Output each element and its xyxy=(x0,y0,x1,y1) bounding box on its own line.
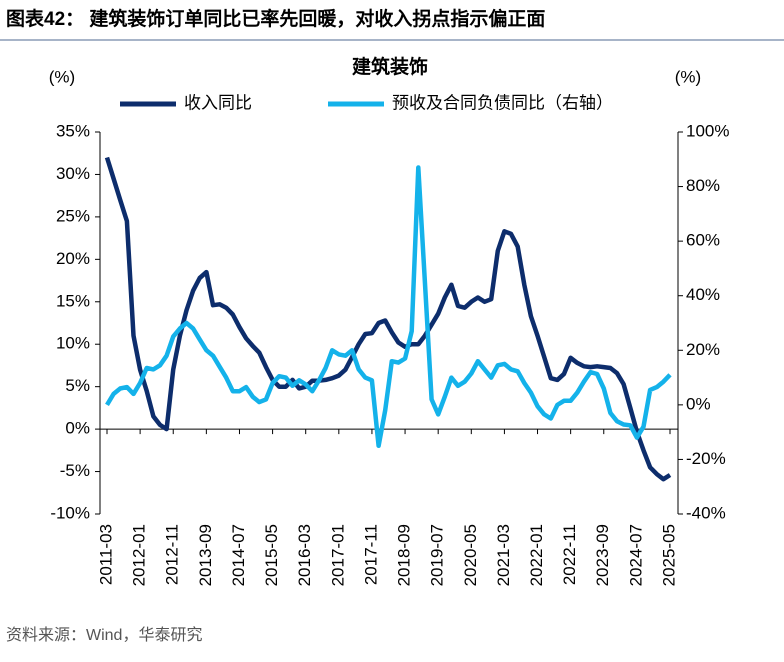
x-tick-label: 2018-09 xyxy=(395,524,414,586)
series-line xyxy=(105,165,672,449)
y2-tick-label: 100% xyxy=(686,121,729,140)
x-tick-label: 2012-01 xyxy=(130,524,149,586)
y-axis-unit: (%) xyxy=(49,67,75,86)
x-tick-label: 2016-03 xyxy=(295,524,314,586)
x-tick-label: 2017-11 xyxy=(361,524,380,585)
legend-label: 预收及合同负债同比（右轴） xyxy=(392,93,613,112)
y2-tick-label: -20% xyxy=(686,449,726,468)
y-tick-label: -10% xyxy=(50,503,90,522)
x-tick-label: 2024-07 xyxy=(626,524,645,586)
series-line xyxy=(104,156,672,482)
x-tick-label: 2022-01 xyxy=(527,524,546,586)
figure-title: 图表42： 建筑装饰订单同比已率先回暖，对收入拐点指示偏正面 xyxy=(6,7,545,30)
y2-tick-label: 40% xyxy=(686,285,720,304)
y-tick-label: 25% xyxy=(56,206,90,225)
x-tick-label: 2015-05 xyxy=(262,524,281,586)
y-tick-label: 0% xyxy=(65,419,90,438)
x-tick-label: 2023-09 xyxy=(593,524,612,586)
y-tick-label: 30% xyxy=(56,164,90,183)
chart-title: 建筑装饰 xyxy=(352,55,428,78)
y-tick-label: 20% xyxy=(56,249,90,268)
source-note: 资料来源：Wind，华泰研究 xyxy=(6,626,202,644)
x-tick-label: 2014-07 xyxy=(229,524,248,586)
y2-tick-label: 0% xyxy=(686,394,711,413)
y2-tick-label: 80% xyxy=(686,176,720,195)
x-tick-label: 2022-11 xyxy=(560,524,579,585)
y-tick-label: 35% xyxy=(56,121,90,140)
x-tick-label: 2013-09 xyxy=(196,524,215,586)
x-tick-label: 2025-05 xyxy=(659,524,678,586)
y-tick-label: 15% xyxy=(56,291,90,310)
x-tick-label: 2020-05 xyxy=(461,524,480,586)
y-tick-label: 5% xyxy=(65,376,90,395)
y-tick-label: -5% xyxy=(60,461,90,480)
x-tick-label: 2021-03 xyxy=(494,524,513,586)
x-tick-label: 2011-03 xyxy=(96,524,115,585)
y2-tick-label: 20% xyxy=(686,340,720,359)
x-tick-label: 2017-01 xyxy=(328,524,347,586)
x-tick-label: 2019-07 xyxy=(428,524,447,586)
y-tick-label: 10% xyxy=(56,334,90,353)
y2-tick-label: 60% xyxy=(686,231,720,250)
x-tick-label: 2012-11 xyxy=(163,524,182,585)
legend-label: 收入同比 xyxy=(184,93,252,112)
y2-tick-label: -40% xyxy=(686,503,726,522)
y2-axis-unit: (%) xyxy=(675,67,701,86)
